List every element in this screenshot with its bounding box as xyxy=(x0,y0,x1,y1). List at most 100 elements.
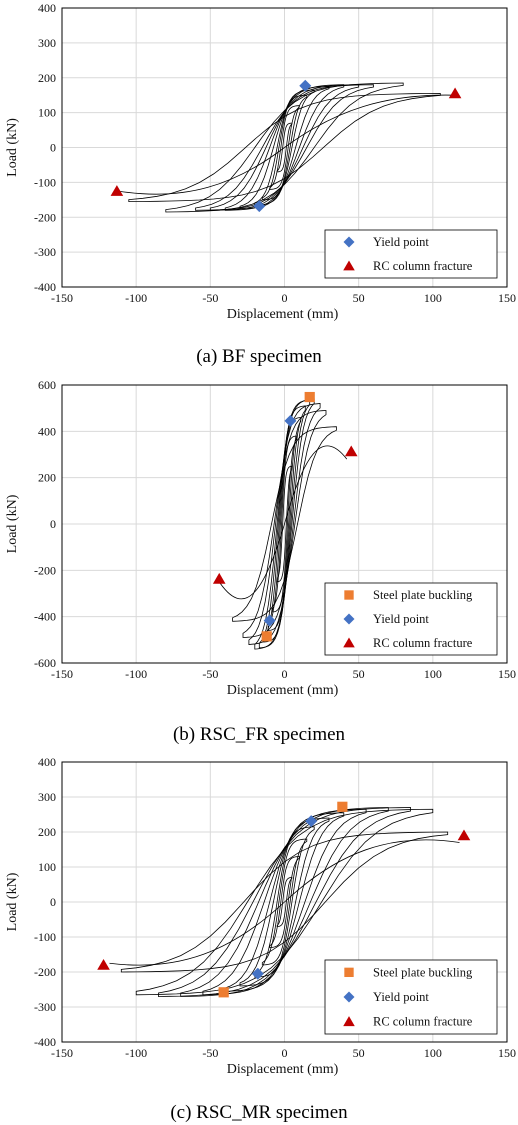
hysteresis-loop xyxy=(195,84,374,211)
yield-point-marker xyxy=(305,815,318,828)
hysteresis-loop xyxy=(224,812,345,992)
panel-caption: (b) RSC_FR specimen xyxy=(173,724,346,745)
hysteresis-curve xyxy=(217,398,348,650)
y-tick-label: -400 xyxy=(34,280,56,294)
y-tick-label: -200 xyxy=(34,210,56,224)
x-tick-label: 150 xyxy=(498,667,516,681)
hysteresis-loop xyxy=(269,105,300,190)
legend: Steel plate buckling Yield point RC column… xyxy=(324,582,498,656)
final-cycle-negative xyxy=(118,147,285,195)
plot-frame xyxy=(61,384,508,664)
steel-plate-buckling-marker xyxy=(344,590,354,600)
y-tick-label: 200 xyxy=(38,71,56,85)
final-cycle-positive xyxy=(284,839,460,903)
x-axis-label: Displacement (mm) xyxy=(227,307,339,322)
hysteresis-curve xyxy=(118,82,456,213)
y-tick-label: 400 xyxy=(38,755,56,769)
panel-caption: (a) BF specimen xyxy=(196,346,322,367)
y-tick-label: 200 xyxy=(38,825,56,839)
x-tick-label: -100 xyxy=(125,1046,147,1060)
rc-column-fracture-marker xyxy=(110,185,124,196)
final-cycle-negative xyxy=(217,523,285,600)
y-tick-label: -200 xyxy=(34,965,56,979)
y-tick-label: 400 xyxy=(38,1,56,15)
hysteresis-curve xyxy=(109,807,460,997)
yield-point-marker xyxy=(263,614,276,627)
x-tick-label: -150 xyxy=(51,1046,73,1060)
x-tick-label: 100 xyxy=(424,291,442,305)
y-tick-label: 0 xyxy=(50,895,56,909)
x-tick-label: -150 xyxy=(51,291,73,305)
legend-label: Yield point xyxy=(373,612,429,626)
hysteresis-loop xyxy=(232,426,337,622)
yield-point-marker xyxy=(284,414,297,427)
hysteresis-loop xyxy=(180,807,389,997)
rc-column-fracture-marker xyxy=(212,572,226,584)
rc-column-fracture-marker xyxy=(457,829,471,841)
y-tick-label: 0 xyxy=(50,517,56,531)
x-tick-label: 100 xyxy=(424,1046,442,1060)
x-tick-label: 0 xyxy=(282,1046,288,1060)
y-tick-label: -100 xyxy=(34,930,56,944)
plot-frame xyxy=(61,761,508,1043)
steel-plate-buckling-marker xyxy=(304,391,315,403)
yield-point-marker xyxy=(343,991,355,1003)
steel-plate-buckling-marker xyxy=(337,801,348,812)
legend-label: Steel plate buckling xyxy=(373,588,473,602)
y-tick-label: 600 xyxy=(38,378,56,392)
y-tick-label: -200 xyxy=(34,563,56,577)
y-axis-label: Load (kN) xyxy=(5,118,20,177)
hysteresis-loop xyxy=(261,838,308,966)
hysteresis-loop xyxy=(158,807,411,997)
plot-frame xyxy=(61,7,508,288)
y-tick-label: 300 xyxy=(38,36,56,50)
y-tick-label: 100 xyxy=(38,106,56,120)
rc-column-fracture-marker xyxy=(448,87,462,99)
hysteresis-loop xyxy=(276,877,293,927)
x-axis-label: Displacement (mm) xyxy=(227,683,339,698)
y-tick-label: 200 xyxy=(38,471,56,485)
y-tick-label: -100 xyxy=(34,175,56,189)
final-cycle-positive xyxy=(284,445,348,525)
y-tick-label: -400 xyxy=(34,1035,56,1049)
legend-label: RC column fracture xyxy=(373,259,473,273)
hysteresis-loop xyxy=(165,82,404,213)
steel-plate-buckling-marker xyxy=(218,987,229,998)
legend-label: Yield point xyxy=(373,235,429,249)
legend-label: RC column fracture xyxy=(373,636,473,650)
panel-caption: (c) RSC_MR specimen xyxy=(170,1102,348,1123)
hysteresis-loop xyxy=(267,416,302,632)
x-axis-label: Displacement (mm) xyxy=(227,1062,339,1077)
y-axis-label: Load (kN) xyxy=(5,494,20,553)
x-tick-label: 50 xyxy=(353,1046,365,1060)
legend-label: RC column fracture xyxy=(373,1015,473,1029)
x-tick-label: 150 xyxy=(498,291,516,305)
hysteresis-loop xyxy=(242,410,327,638)
x-tick-label: 50 xyxy=(353,667,365,681)
x-tick-label: -100 xyxy=(125,291,147,305)
yield-point-marker xyxy=(253,200,266,213)
x-tick-label: 0 xyxy=(282,667,288,681)
y-tick-label: -300 xyxy=(34,245,56,259)
rc-column-fracture-marker xyxy=(344,445,358,457)
rc-column-fracture-marker xyxy=(343,1016,355,1027)
x-tick-label: -50 xyxy=(202,291,218,305)
yield-point-marker xyxy=(343,236,355,248)
y-tick-label: 300 xyxy=(38,790,56,804)
hysteresis-loop xyxy=(254,826,315,978)
hysteresis-loop xyxy=(202,808,367,996)
final-cycle-positive xyxy=(284,94,456,148)
x-tick-label: 150 xyxy=(498,1046,516,1060)
chart-panel-3: -150 -100 -50 0 50 100 150 -400 -300 -200 -100 0 100… xyxy=(5,755,516,1123)
x-tick-label: 50 xyxy=(353,291,365,305)
y-tick-label: -400 xyxy=(34,610,56,624)
y-tick-label: 0 xyxy=(50,141,56,155)
x-tick-label: -50 xyxy=(202,1046,218,1060)
hysteresis-loop xyxy=(254,398,315,650)
x-tick-label: 100 xyxy=(424,667,442,681)
y-tick-label: 400 xyxy=(38,424,56,438)
steel-plate-buckling-marker xyxy=(344,967,354,978)
y-tick-label: 100 xyxy=(38,860,56,874)
x-tick-label: 0 xyxy=(282,291,288,305)
yield-point-marker xyxy=(251,967,264,980)
